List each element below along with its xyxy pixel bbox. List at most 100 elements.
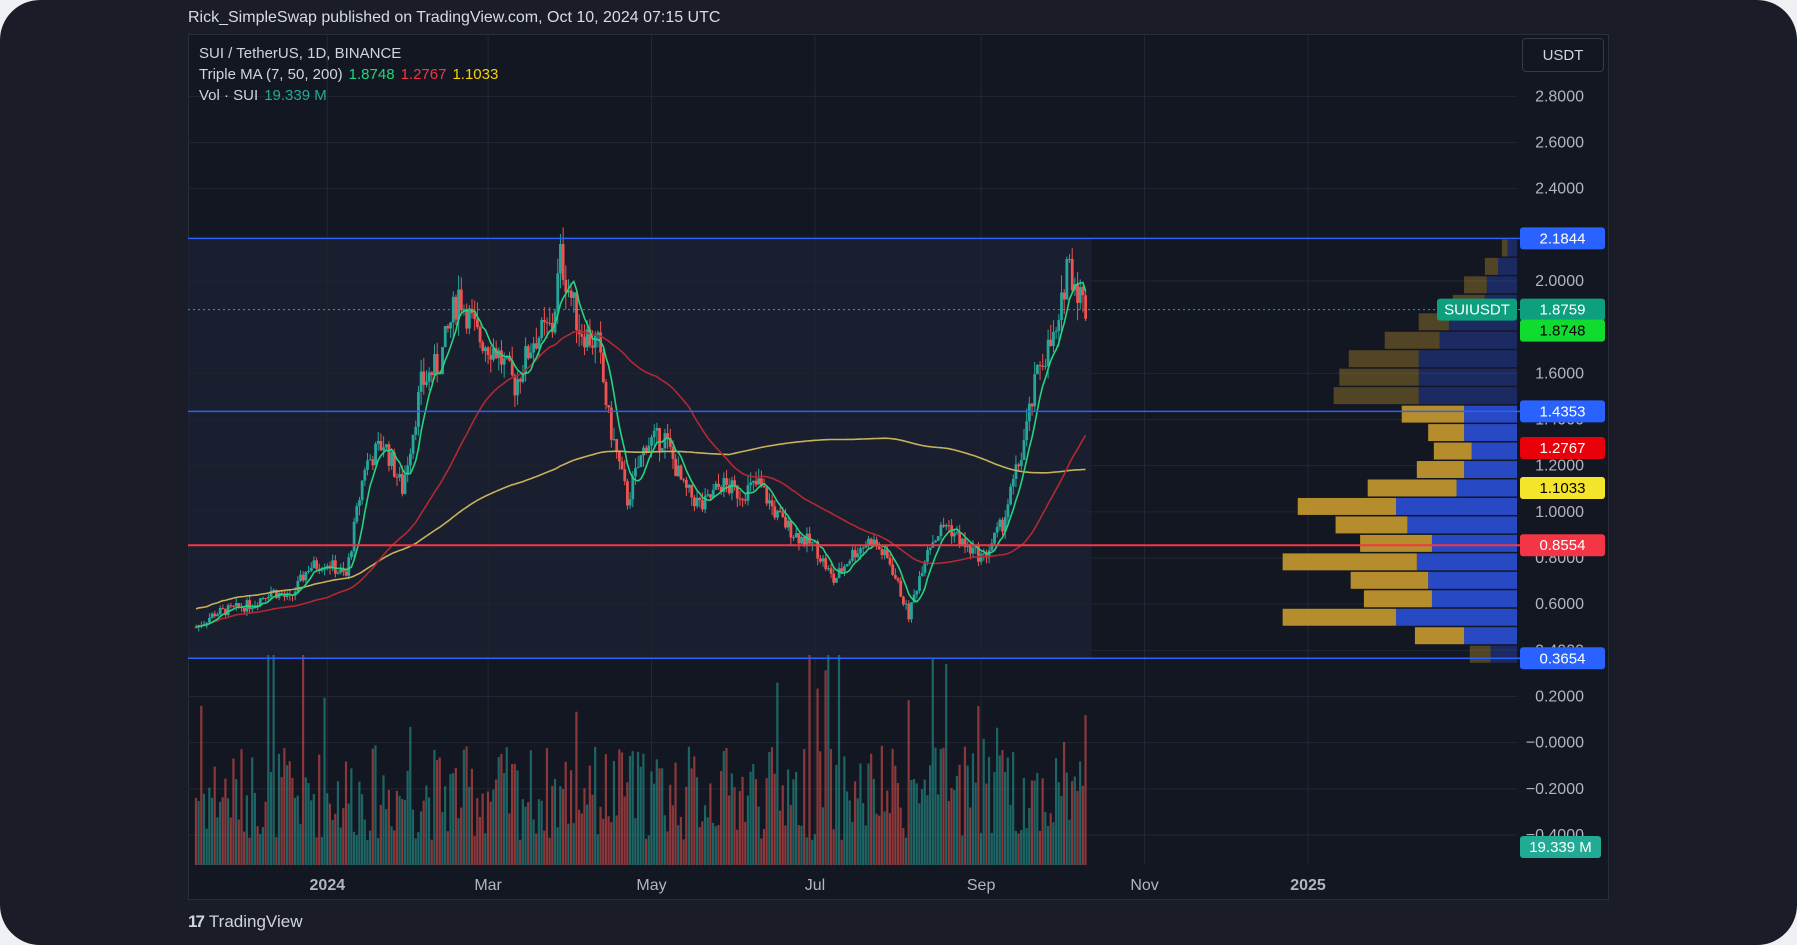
candle-body bbox=[264, 597, 268, 599]
candle-body bbox=[309, 568, 313, 571]
legend-symbol[interactable]: SUI / TetherUS, 1D, BINANCE bbox=[199, 45, 402, 62]
volume-bar bbox=[837, 655, 841, 865]
volume-bar bbox=[537, 799, 541, 865]
candle-body bbox=[1022, 440, 1026, 461]
level-price-tag: 2.1844 bbox=[1540, 230, 1586, 247]
candle-body bbox=[213, 613, 217, 617]
volume-bar bbox=[310, 800, 313, 865]
candle-body bbox=[384, 444, 388, 448]
volume-bar bbox=[714, 826, 717, 865]
volume-bar bbox=[805, 837, 808, 865]
candle-body bbox=[516, 379, 519, 396]
candle-body bbox=[687, 484, 691, 488]
volume-profile-up bbox=[1418, 387, 1517, 405]
volume-bar bbox=[430, 839, 433, 865]
volume-profile-up bbox=[1486, 276, 1517, 294]
volume-bar bbox=[872, 778, 875, 865]
volume-bar bbox=[840, 839, 843, 865]
legend-volume-row[interactable]: Vol · SUI 19.339 M bbox=[199, 85, 498, 106]
candle-body bbox=[826, 568, 830, 570]
candle-body bbox=[765, 487, 769, 504]
volume-profile-down bbox=[1428, 424, 1465, 442]
candle-body bbox=[794, 533, 798, 538]
volume-bar bbox=[336, 781, 340, 865]
candle-body bbox=[371, 459, 375, 466]
candle-body bbox=[1009, 486, 1012, 505]
volume-bar bbox=[604, 754, 607, 865]
candle-body bbox=[634, 468, 637, 477]
volume-bar bbox=[302, 655, 305, 865]
volume-bar bbox=[1022, 777, 1025, 865]
candle-body bbox=[457, 289, 461, 320]
candle-body bbox=[891, 564, 895, 576]
candle-body bbox=[626, 481, 629, 506]
volume-bar bbox=[575, 711, 578, 865]
candle-body bbox=[248, 600, 252, 609]
volume-bar bbox=[358, 781, 361, 865]
volume-bar bbox=[275, 837, 278, 865]
volume-bar bbox=[939, 748, 942, 865]
x-axis-tick-label: Nov bbox=[1130, 877, 1158, 894]
volume-bar bbox=[492, 789, 495, 865]
volume-bar bbox=[1057, 782, 1060, 865]
volume-bar bbox=[264, 801, 267, 865]
volume-bar bbox=[685, 786, 688, 865]
candle-body bbox=[982, 553, 986, 555]
volume-bar bbox=[218, 801, 222, 865]
ma-mid-price-tag: 1.2767 bbox=[1540, 440, 1586, 457]
volume-bar bbox=[666, 831, 669, 865]
volume-bar bbox=[663, 815, 666, 865]
candle-body bbox=[1068, 258, 1071, 260]
volume-bar bbox=[899, 807, 902, 865]
volume-bar bbox=[770, 747, 774, 865]
candle-body bbox=[711, 489, 715, 498]
candle-body bbox=[990, 543, 994, 551]
volume-bar bbox=[283, 748, 286, 865]
volume-bar bbox=[891, 748, 894, 865]
candle-body bbox=[1060, 292, 1063, 321]
candle-body bbox=[840, 568, 844, 572]
candle-body bbox=[1003, 517, 1007, 532]
candle-body bbox=[250, 607, 254, 609]
candle-body bbox=[993, 532, 996, 544]
volume-bar bbox=[987, 756, 991, 865]
volume-bar bbox=[339, 827, 342, 865]
volume-bar bbox=[886, 790, 889, 865]
ma-mid-price-tag-bg bbox=[1520, 436, 1605, 459]
candle-body bbox=[698, 497, 702, 501]
volume-bar bbox=[749, 771, 752, 865]
candle-body bbox=[845, 564, 849, 567]
volume-bar bbox=[800, 825, 803, 865]
volume-bar bbox=[942, 747, 945, 865]
volume-bar bbox=[974, 782, 977, 865]
volume-bar bbox=[452, 773, 455, 865]
volume-bar bbox=[521, 799, 524, 865]
candle-body bbox=[226, 605, 230, 616]
last-price-tag: 1.8759 bbox=[1540, 302, 1586, 319]
volume-bar bbox=[789, 805, 792, 865]
candle-body bbox=[915, 590, 919, 595]
legend-ma-row[interactable]: Triple MA (7, 50, 200) 1.8748 1.2767 1.1033 bbox=[199, 64, 498, 85]
candle-body bbox=[725, 478, 728, 485]
candle-body bbox=[269, 590, 273, 597]
volume-bar bbox=[765, 778, 768, 865]
volume-bar bbox=[1081, 785, 1084, 865]
volume-bar bbox=[623, 796, 626, 865]
candle-body bbox=[548, 322, 552, 324]
y-axis-tick-label: −0.2000 bbox=[1526, 781, 1584, 798]
volume-profile-down bbox=[1335, 516, 1408, 534]
volume-bar bbox=[920, 789, 924, 865]
candle-body bbox=[741, 499, 745, 501]
volume-bar bbox=[237, 819, 240, 865]
volume-bar bbox=[315, 837, 318, 865]
candle-body bbox=[907, 603, 911, 620]
currency-button[interactable]: USDT bbox=[1522, 38, 1604, 72]
volume-profile-up bbox=[1418, 368, 1517, 386]
tradingview-logo[interactable]: 17 TradingView bbox=[188, 912, 302, 932]
candle-body bbox=[684, 479, 688, 488]
volume-bar bbox=[352, 831, 356, 865]
volume-bar bbox=[235, 779, 238, 865]
volume-bar bbox=[607, 816, 610, 865]
volume-bar bbox=[489, 801, 492, 865]
